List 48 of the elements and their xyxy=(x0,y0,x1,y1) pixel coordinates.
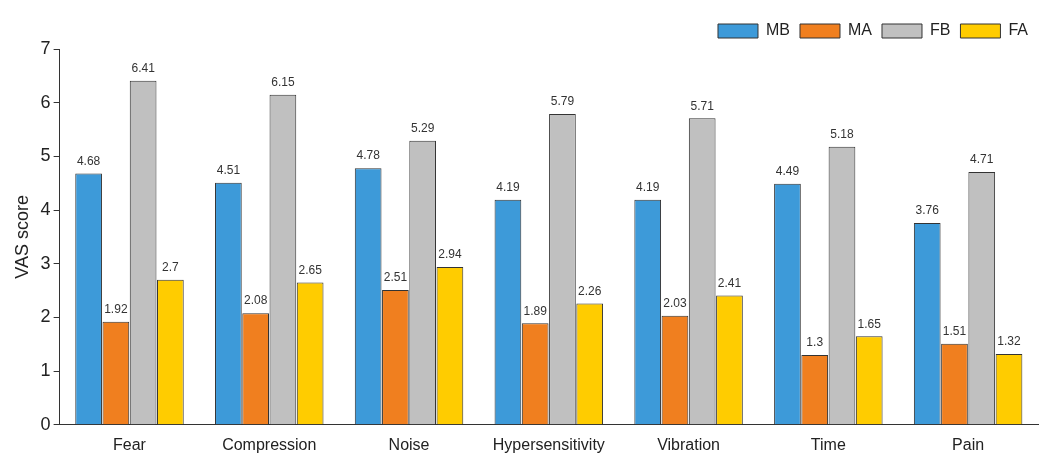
y-tick-label: 6 xyxy=(40,91,51,112)
legend-label: MB xyxy=(765,21,790,39)
data-label: 4.68 xyxy=(76,153,101,168)
data-label: 1.92 xyxy=(104,302,128,317)
data-label: 5.29 xyxy=(410,121,435,136)
data-label: 2.7 xyxy=(162,260,180,275)
data-label: 4.51 xyxy=(216,162,241,177)
data-label: 1.89 xyxy=(523,303,548,318)
data-label: 1.32 xyxy=(997,334,1021,349)
x-tick-label: Hypersensitivity xyxy=(492,435,605,453)
data-label: 1.51 xyxy=(942,324,967,339)
data-label: 4.19 xyxy=(636,180,660,195)
x-tick-label: Pain xyxy=(952,435,985,453)
data-label: 6.15 xyxy=(271,74,295,89)
data-label: 5.71 xyxy=(690,98,715,113)
data-label: 2.03 xyxy=(663,296,687,311)
data-label: 1.65 xyxy=(857,316,882,331)
y-tick-label: 4 xyxy=(40,199,51,220)
data-label: 2.51 xyxy=(383,270,408,285)
data-label: 6.41 xyxy=(131,60,156,75)
data-label: 2.94 xyxy=(438,247,462,262)
data-label: 2.41 xyxy=(717,275,742,290)
x-tick-label: Fear xyxy=(113,435,147,453)
data-label: 4.49 xyxy=(775,164,800,179)
y-tick-label: 7 xyxy=(40,37,51,58)
x-tick-label: Compression xyxy=(222,435,317,453)
data-label: 4.19 xyxy=(496,180,520,195)
y-tick-label: 2 xyxy=(40,306,51,327)
data-label: 2.65 xyxy=(298,262,323,277)
legend-label: FA xyxy=(1008,21,1029,39)
legend-label: FB xyxy=(929,21,951,39)
y-tick-label: 1 xyxy=(40,360,51,381)
y-tick-label: 5 xyxy=(40,145,51,166)
data-label: 3.76 xyxy=(915,203,940,218)
y-axis-title: VAS score xyxy=(11,195,32,279)
legend-label: MA xyxy=(847,21,873,39)
data-label: 4.78 xyxy=(356,148,381,163)
data-label: 2.08 xyxy=(243,293,268,308)
data-label: 1.3 xyxy=(806,335,824,350)
y-tick-label: 3 xyxy=(40,252,51,273)
x-tick-label: Noise xyxy=(388,435,430,453)
data-label: 4.71 xyxy=(970,152,994,167)
data-label: 5.18 xyxy=(830,127,854,142)
data-label: 5.79 xyxy=(550,94,575,109)
y-tick-label: 0 xyxy=(40,413,51,434)
x-tick-label: Time xyxy=(810,435,846,453)
x-tick-label: Vibration xyxy=(657,435,720,453)
data-label: 2.26 xyxy=(578,283,602,298)
